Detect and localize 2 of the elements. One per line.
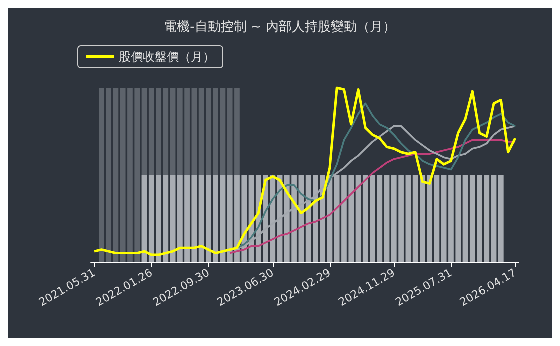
chart-title: 電機-自動控制 ~ 內部人持股變動（月） xyxy=(164,20,396,35)
legend-label: 股價收盤價（月） xyxy=(119,50,215,64)
